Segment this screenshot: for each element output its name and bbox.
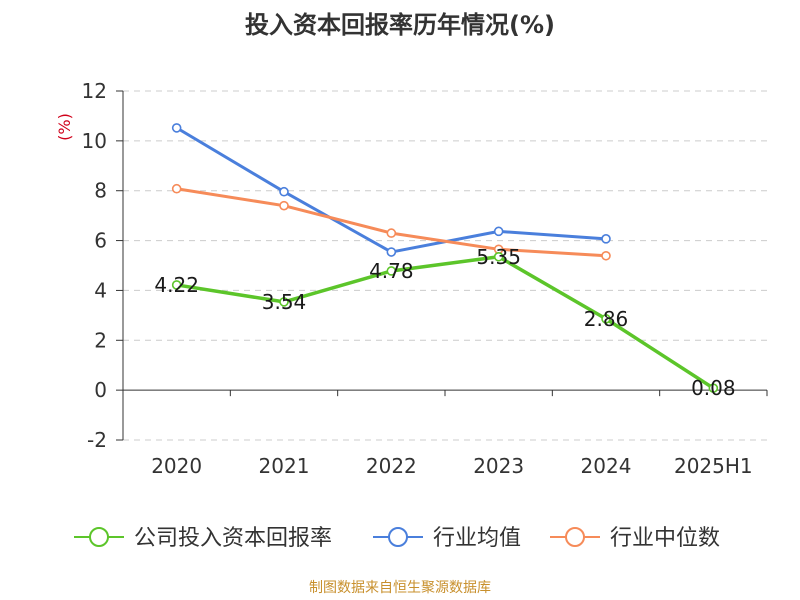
chart-title: 投入资本回报率历年情况(%)	[245, 11, 555, 39]
x-tick-label: 2025H1	[674, 454, 753, 478]
data-label: 3.54	[262, 290, 307, 314]
source-note: 制图数据来自恒生聚源数据库	[309, 580, 491, 596]
y-tick-label: 10	[82, 129, 107, 153]
y-tick-label: 4	[94, 278, 107, 302]
x-tick-label: 2021	[259, 454, 310, 478]
x-tick-label: 2020	[151, 454, 202, 478]
x-tick-label: 2024	[581, 454, 632, 478]
series-point	[279, 186, 289, 197]
y-tick-label: 6	[94, 229, 107, 253]
y-axis-label: (%)	[55, 113, 74, 141]
data-label: 4.22	[154, 273, 199, 297]
legend-label: 公司投入资本回报率	[134, 526, 332, 551]
legend-label: 行业均值	[433, 526, 521, 551]
series-point	[279, 200, 289, 211]
data-label: 5.35	[476, 245, 521, 269]
y-tick-label: 12	[82, 79, 107, 103]
series-line	[176, 255, 715, 390]
series-point	[386, 266, 397, 276]
series-point	[601, 314, 611, 324]
data-labels: 4.22 3.54 4.78 5.35 2.86 0.08	[154, 245, 735, 400]
series-point	[279, 297, 289, 307]
series-point	[708, 383, 719, 393]
legend-marker	[89, 527, 109, 547]
series-point	[171, 280, 182, 290]
series-lines	[171, 123, 719, 393]
series-point	[171, 183, 182, 194]
axes: -2 0 2 4 6 8 10 12 2020 2021 2022 2023 2024 2025H1	[82, 79, 768, 478]
series-point	[601, 234, 611, 244]
y-tick-label: 2	[94, 328, 107, 352]
series-point	[493, 251, 504, 262]
y-tick-label: -2	[87, 428, 107, 452]
series-point	[601, 250, 611, 261]
legend-marker	[565, 527, 585, 547]
legend: 公司投入资本回报率 行业均值 行业中位数	[74, 526, 720, 551]
data-label: 2.86	[584, 307, 629, 331]
series-point	[386, 247, 397, 257]
data-label: 4.78	[369, 259, 414, 283]
series-point	[386, 228, 397, 238]
legend-marker	[388, 527, 408, 547]
series-point	[493, 226, 504, 237]
data-label: 0.08	[691, 376, 736, 400]
y-tick-label: 8	[94, 179, 107, 203]
y-tick-label: 0	[94, 378, 107, 402]
legend-label: 行业中位数	[610, 526, 720, 551]
x-tick-label: 2023	[473, 454, 524, 478]
series-point	[171, 123, 182, 133]
x-tick-label: 2022	[366, 454, 417, 478]
series-line	[176, 187, 607, 258]
